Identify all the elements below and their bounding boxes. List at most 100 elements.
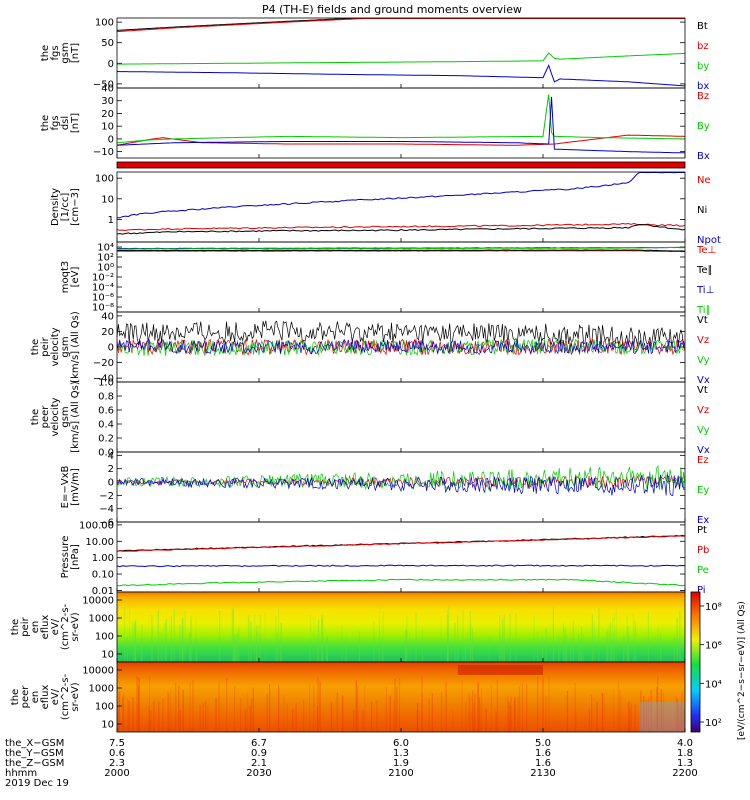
y-axis-label: gsm — [60, 42, 71, 63]
spectrogram-stripe — [452, 709, 454, 732]
spectrogram-stripe — [634, 704, 636, 732]
spectrogram-hotspot — [457, 665, 543, 675]
quality-flag-frame — [116, 161, 686, 169]
spectrogram-stripe — [378, 607, 381, 662]
spectrogram-stripe — [158, 701, 160, 732]
spectrogram-stripe — [275, 615, 277, 662]
y-axis-label: eV/ — [50, 688, 61, 705]
y-tick-label: 4 — [108, 451, 114, 462]
panel-frame — [116, 381, 686, 453]
y-axis-label: the — [30, 409, 41, 425]
y-axis-label: [km/s] (All Qs) — [70, 381, 81, 453]
y-tick-label: 20 — [101, 109, 114, 120]
spectrogram-stripe — [467, 632, 469, 662]
spectrogram-stripe — [234, 686, 236, 732]
spectrogram-stripe — [581, 626, 583, 662]
spectrogram-stripe — [129, 606, 131, 662]
spectrogram-stripe — [322, 620, 324, 662]
spectrogram-stripe — [566, 635, 568, 662]
spectrogram-stripe — [279, 636, 281, 662]
quality-flag-bar — [117, 162, 685, 168]
spectrogram-stripe — [342, 696, 344, 732]
spectrogram-stripe — [157, 610, 159, 662]
spectrogram-stripe — [628, 701, 630, 732]
spectrogram-stripe — [179, 624, 181, 662]
spectrogram-stripe — [128, 701, 130, 732]
spectrogram-stripe — [179, 709, 181, 732]
series-line-temperature-0 — [117, 250, 686, 253]
spectrogram-stripe — [542, 677, 544, 732]
spectrogram-stripe — [647, 612, 649, 662]
spectrogram-stripe — [615, 608, 617, 662]
spectrogram-stripe — [496, 679, 498, 732]
legend-entry: Pt — [697, 525, 707, 536]
spectrogram-stripe — [232, 609, 234, 662]
series-line-efield-1 — [116, 464, 686, 491]
panel-peer-velocity: 1.0 0.8 0.6 0.4 0.2 0.0 the peer velocity gsm [km/… — [30, 378, 710, 459]
series-line-fgs-gsm-1 — [116, 18, 685, 33]
spectrogram-stripe — [468, 692, 470, 732]
legend-entry: Ni — [697, 205, 707, 216]
legend-entry: Ey — [697, 485, 709, 496]
spectrogram-stripe — [510, 696, 512, 732]
legend-entry: Vx — [697, 375, 710, 386]
spectrogram-stripe — [548, 677, 550, 732]
spectrogram-stripe — [326, 636, 328, 662]
spectrogram-stripe — [446, 610, 448, 662]
spectrogram-stripe — [617, 681, 620, 732]
x-tick-value: 2130 — [530, 768, 555, 779]
spectrogram-stripe — [656, 686, 658, 732]
y-axis-label: [nT] — [70, 113, 81, 133]
spectrogram-stripe — [153, 701, 155, 732]
y-tick-label: −10 — [93, 147, 114, 158]
spectrogram-stripe — [513, 701, 515, 732]
spectrogram-stripe — [321, 617, 323, 662]
spectrogram-stripe — [254, 614, 256, 662]
spectrogram-stripe — [215, 698, 217, 732]
series-line-peir-velocity-0 — [116, 320, 686, 349]
spectrogram-stripe — [630, 703, 632, 732]
y-tick-label: −4 — [99, 504, 114, 515]
legend-entry: Bx — [697, 151, 710, 162]
series-line-temperature-1 — [116, 249, 686, 252]
y-tick-label: 100 — [95, 174, 114, 185]
y-tick-label: 0.01 — [92, 586, 114, 597]
series-line-density-0 — [117, 172, 685, 219]
y-tick-label: 50 — [101, 38, 114, 49]
y-tick-label: −20 — [93, 358, 114, 369]
x-row-label: the_Y−GSM — [5, 748, 64, 759]
spectrogram-stripe — [461, 679, 463, 732]
spectrogram-stripe — [596, 701, 598, 732]
y-tick-label: 10⁻² — [92, 273, 114, 284]
spectrogram-stripe — [236, 633, 238, 662]
y-axis-label: the — [10, 619, 21, 635]
spectrogram-stripe — [162, 698, 164, 732]
y-axis-label: peir — [20, 616, 31, 636]
spectrogram-stripe — [570, 639, 572, 662]
spectrogram-stripe — [564, 627, 566, 662]
legend-entry: Pb — [697, 545, 709, 556]
x-tick-value: 1.3 — [393, 748, 409, 759]
spectrogram-stripe — [501, 619, 504, 662]
spectrogram-stripe — [127, 698, 129, 732]
series-line-fgs-dsl-2 — [116, 96, 686, 154]
legend-entry: Pe — [697, 565, 709, 576]
series-line-fgs-dsl-0 — [116, 134, 686, 146]
legend-entry: Ex — [697, 515, 709, 526]
y-axis-label: Density — [50, 188, 61, 226]
legend-entry: Vt — [697, 315, 708, 326]
y-axis-label: the — [10, 689, 21, 705]
spectrogram-stripe — [613, 632, 615, 662]
spectrogram-stripe — [226, 678, 228, 732]
y-axis-label: [km/s] (All Qs) — [70, 311, 81, 383]
spectrogram-stripe — [189, 632, 191, 662]
y-tick-label: −2 — [99, 491, 114, 502]
spectrogram-stripe — [316, 706, 319, 732]
spectrogram-stripe — [233, 639, 236, 662]
x-tick-value: 2100 — [388, 768, 413, 779]
y-tick-label: 100 — [95, 632, 114, 643]
spectrogram-stripe — [240, 697, 242, 732]
y-tick-label: 10² — [97, 253, 114, 264]
